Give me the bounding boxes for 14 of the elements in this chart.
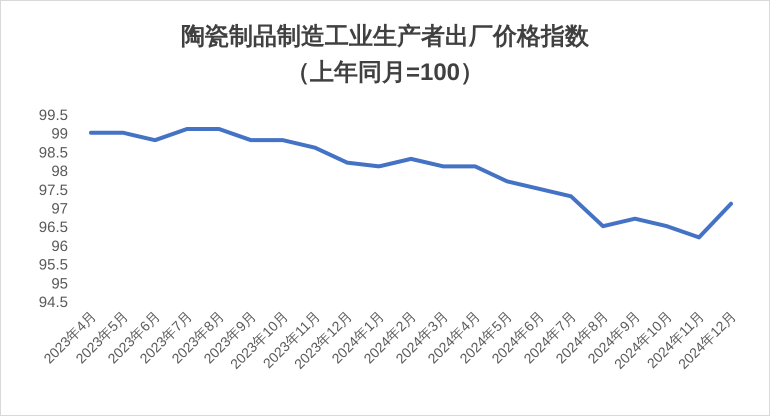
y-tick-label: 97	[51, 200, 68, 218]
y-tick-label: 99.5	[38, 107, 68, 124]
y-tick-label: 96.5	[38, 219, 68, 236]
y-tick-label: 95.5	[38, 256, 68, 274]
y-tick-label: 96	[51, 238, 68, 255]
y-tick-label: 99	[51, 126, 68, 143]
chart-subtitle: （上年同月=100）	[286, 59, 484, 86]
line-series	[89, 126, 733, 240]
y-tick-label: 95	[51, 275, 68, 292]
y-tick-label: 97.5	[38, 182, 68, 199]
y-tick-label: 98.5	[38, 144, 68, 162]
y-tick-label: 98	[51, 163, 68, 180]
chart-title: 陶瓷制品制造工业生产者出厂价格指数	[181, 23, 590, 50]
y-tick-label: 94.5	[38, 294, 68, 311]
